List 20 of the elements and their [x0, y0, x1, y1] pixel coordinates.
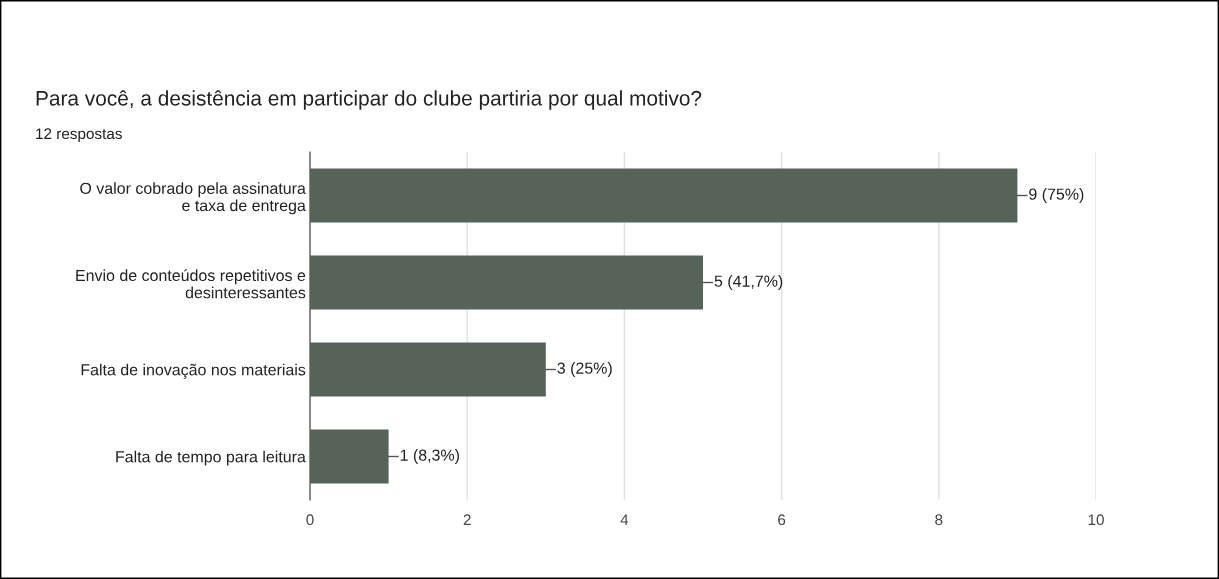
chart-title: Para você, a desistência em participar do clube partiria por qual motivo? — [36, 90, 702, 110]
data-label: 5 (41,7%) — [714, 275, 783, 290]
y-tick-label: O valor cobrado pela assinatura e taxa de entrega — [80, 182, 306, 215]
bar — [310, 255, 703, 310]
text: 12 respostas — [36, 128, 122, 143]
data-label: 9 (75%) — [1029, 188, 1084, 203]
y-tick-label: Envio de conteúdos repetitivos e desinteressantes — [76, 269, 306, 299]
x-tick-label: 4 — [620, 514, 629, 525]
bar — [310, 168, 1018, 223]
x-tick-label: 8 — [935, 514, 943, 526]
x-tick-label: 10 — [1088, 514, 1104, 526]
bar — [310, 429, 389, 484]
y-tick-label: Falta de tempo para leitura — [116, 450, 306, 466]
x-tick-label: 2 — [463, 514, 471, 525]
data-label: 3 (25%) — [557, 362, 612, 377]
x-tick-label: 6 — [778, 514, 786, 526]
bar — [310, 342, 546, 397]
y-tick-label: Falta de inovação nos materiais — [81, 363, 306, 379]
x-tick-label: 0 — [306, 514, 314, 526]
data-label: 1 (8,3%) — [400, 449, 459, 464]
